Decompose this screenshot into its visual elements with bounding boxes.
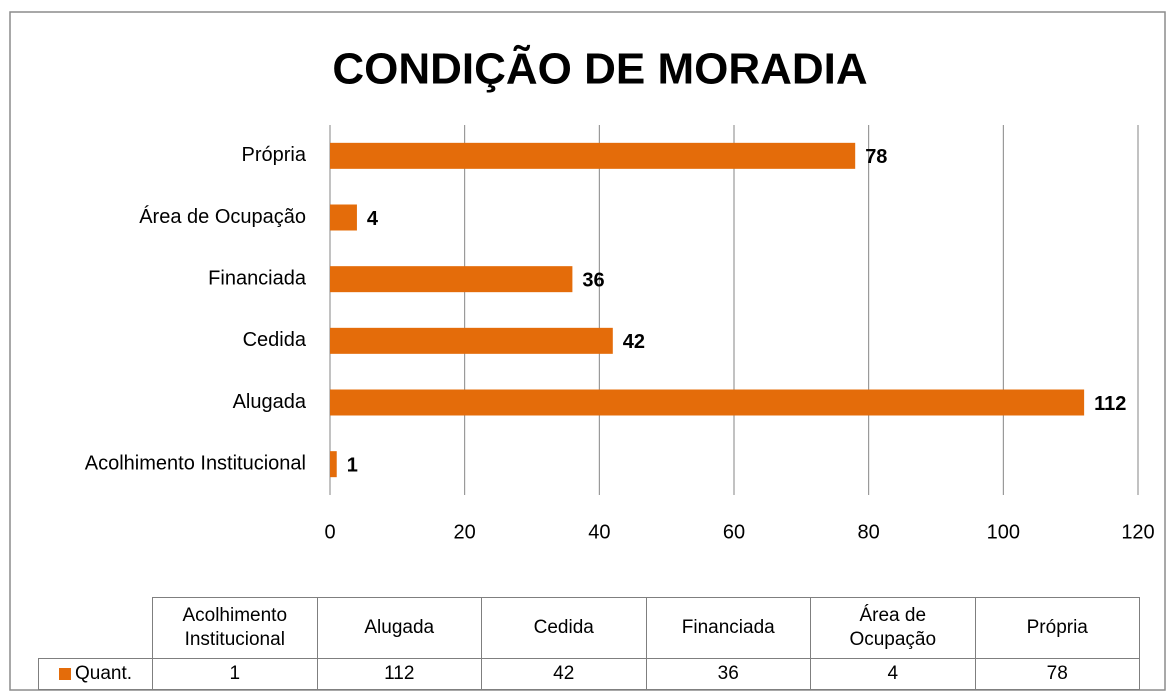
legend-label: Quant. [74, 663, 133, 684]
table-corner [38, 597, 153, 659]
y-tick-label: Área de Ocupação [139, 205, 306, 228]
y-tick-label: Cedida [243, 329, 307, 351]
y-tick-label: Acolhimento Institucional [85, 452, 306, 474]
x-tick-label: 20 [454, 521, 476, 543]
table-value: 36 [645, 658, 811, 690]
x-tick-label: 120 [1121, 521, 1154, 543]
y-tick-label: Alugada [233, 391, 307, 413]
table-value: 4 [810, 658, 976, 690]
table-value: 112 [316, 658, 482, 690]
x-tick-label: 100 [987, 521, 1020, 543]
y-tick-label: Própria [242, 144, 307, 166]
table-value: 78 [974, 658, 1140, 690]
data-label: 4 [367, 208, 379, 230]
table-header: Acolhimento Institucional [152, 597, 318, 659]
bar [330, 451, 337, 478]
x-tick-label: 0 [324, 521, 335, 543]
bar [330, 266, 573, 293]
chart-title: CONDIÇÃO DE MORADIA [332, 44, 867, 94]
legend-swatch [58, 667, 71, 680]
x-tick-label: 40 [588, 521, 610, 543]
data-label: 78 [865, 146, 887, 168]
y-tick-label: Financiada [208, 267, 307, 289]
data-table: Acolhimento Institucional Alugada Cedida Fi… [38, 597, 1140, 690]
table-header: Área de Ocupação [810, 597, 976, 659]
data-label: 1 [347, 454, 358, 476]
bar [330, 204, 357, 231]
table-header: Financiada [645, 597, 811, 659]
bar [330, 142, 856, 169]
bar [330, 327, 613, 354]
table-header: Cedida [481, 597, 647, 659]
table-header: Própria [974, 597, 1140, 659]
data-label: 42 [623, 331, 645, 353]
legend-cell: Quant. [38, 658, 153, 690]
table-header: Alugada [316, 597, 482, 659]
table-value: 1 [152, 658, 318, 690]
x-tick-label: 80 [858, 521, 880, 543]
data-label: 112 [1094, 393, 1126, 415]
x-tick-label: 60 [723, 521, 745, 543]
bar [330, 389, 1085, 416]
data-label: 36 [582, 269, 604, 291]
table-value: 42 [481, 658, 647, 690]
